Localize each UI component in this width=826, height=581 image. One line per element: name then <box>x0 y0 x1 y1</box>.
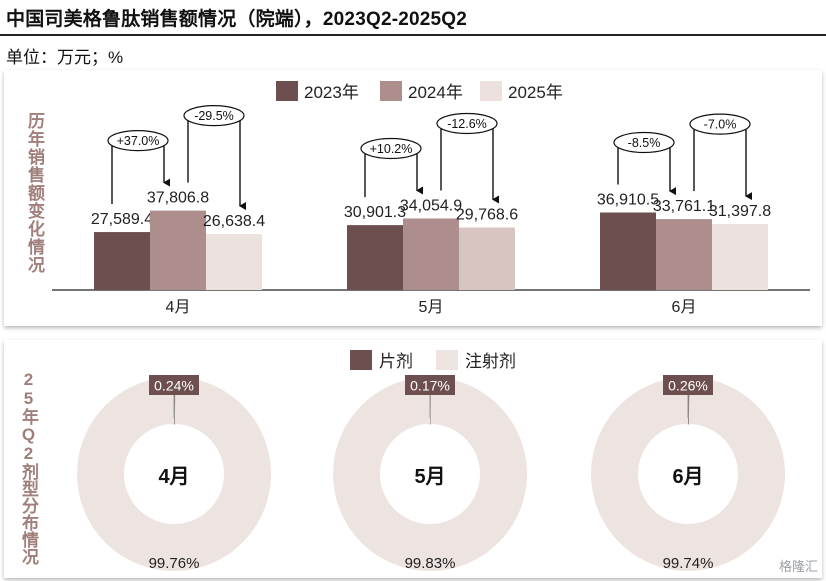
tablet-share-label: 0.17% <box>410 378 450 394</box>
growth-badge <box>360 137 422 160</box>
x-tick-label: 6月 <box>672 299 697 316</box>
injection-share-label: 99.74% <box>663 555 714 572</box>
growth-label: -12.6% <box>447 117 487 131</box>
bar-value-label: 26,638.4 <box>203 213 265 230</box>
bar-chart-side-label: 历年销售额变化情况 <box>25 112 44 274</box>
legend-swatch-2023年 <box>276 81 298 101</box>
chart-title: 中国司美格鲁肽销售额情况（院端），2023Q2-2025Q2 <box>6 9 468 30</box>
bar <box>150 210 206 290</box>
legend-swatch-2024年 <box>380 81 402 101</box>
bar-value-label: 27,589.4 <box>91 211 153 228</box>
donut-center-label: 6月 <box>672 466 703 488</box>
bar-value-label: 30,901.3 <box>344 204 406 221</box>
injection-share-label: 99.83% <box>405 555 456 572</box>
growth-badge <box>613 131 675 154</box>
legend-swatch-片剂 <box>350 350 372 370</box>
tablet-share-label: 0.26% <box>668 378 708 394</box>
legend-label: 注射剂 <box>465 352 516 371</box>
bar-value-label: 29,768.6 <box>456 206 518 223</box>
bar-value-label: 31,397.8 <box>709 203 771 220</box>
growth-label: +10.2% <box>370 142 413 156</box>
watermark: 格隆汇 <box>778 559 818 574</box>
donut-charts: 片剂 注射剂 0.24% 4月 99.76% 0.17% 5月 99.83% 0.26% 6月 99… <box>76 350 785 572</box>
injection-share-label: 99.76% <box>149 555 200 572</box>
donut-chart-side-label: 25年Q2剂型分布情况 <box>19 370 38 565</box>
bar-chart: 2023年 2024年 2025年 27,589.4 37,806.8 26,638.4 4… <box>52 81 810 316</box>
growth-label: -7.0% <box>704 118 737 132</box>
tablet-label-box <box>405 375 455 395</box>
bar <box>347 225 403 290</box>
donut-center-label: 4月 <box>158 466 189 488</box>
legend-label: 2024年 <box>408 83 463 102</box>
tablet-share-label: 0.24% <box>154 378 194 394</box>
bar <box>403 218 459 290</box>
bar <box>94 232 150 290</box>
growth-label: -29.5% <box>194 109 234 123</box>
donut-slice <box>332 377 527 571</box>
bar <box>656 219 712 290</box>
growth-badge <box>107 130 169 152</box>
bar <box>712 224 768 290</box>
bar-chart-panel: 历年销售额变化情况 2023年 2024年 2025年 27,589.4 37,806.… <box>4 70 822 326</box>
legend-swatch-注射剂 <box>436 350 458 370</box>
bar <box>206 234 262 290</box>
title-divider <box>0 34 826 36</box>
bar-value-label: 36,910.5 <box>597 191 659 208</box>
growth-label: -8.5% <box>628 136 661 150</box>
tablet-label-box <box>149 375 199 395</box>
bar <box>600 212 656 290</box>
growth-arrow <box>440 122 499 204</box>
legend-label: 片剂 <box>379 352 413 371</box>
growth-arrow <box>693 123 752 201</box>
growth-badge <box>689 113 751 135</box>
legend-swatch-2025年 <box>480 81 502 101</box>
growth-label: +37.0% <box>117 134 160 148</box>
donut-slice <box>76 377 271 571</box>
x-tick-label: 4月 <box>166 299 191 316</box>
donut-chart-panel: 25年Q2剂型分布情况 片剂 注射剂 0.24% 4月 99.76% 0.17% 5月 99.… <box>4 340 822 578</box>
x-tick-label: 5月 <box>419 299 444 316</box>
legend-label: 2023年 <box>304 83 359 102</box>
donut-center-label: 5月 <box>414 466 445 488</box>
bar-value-label: 33,761.1 <box>653 198 715 215</box>
unit-label: 单位：万元；% <box>6 48 124 67</box>
tablet-label-box <box>663 375 713 395</box>
growth-badge <box>436 112 498 135</box>
donut-slice <box>591 377 785 571</box>
legend-label: 2025年 <box>508 83 563 102</box>
bar-value-label: 37,806.8 <box>147 190 209 207</box>
bar <box>459 227 515 290</box>
growth-badge <box>183 105 245 127</box>
bar-value-label: 34,054.9 <box>400 197 462 214</box>
